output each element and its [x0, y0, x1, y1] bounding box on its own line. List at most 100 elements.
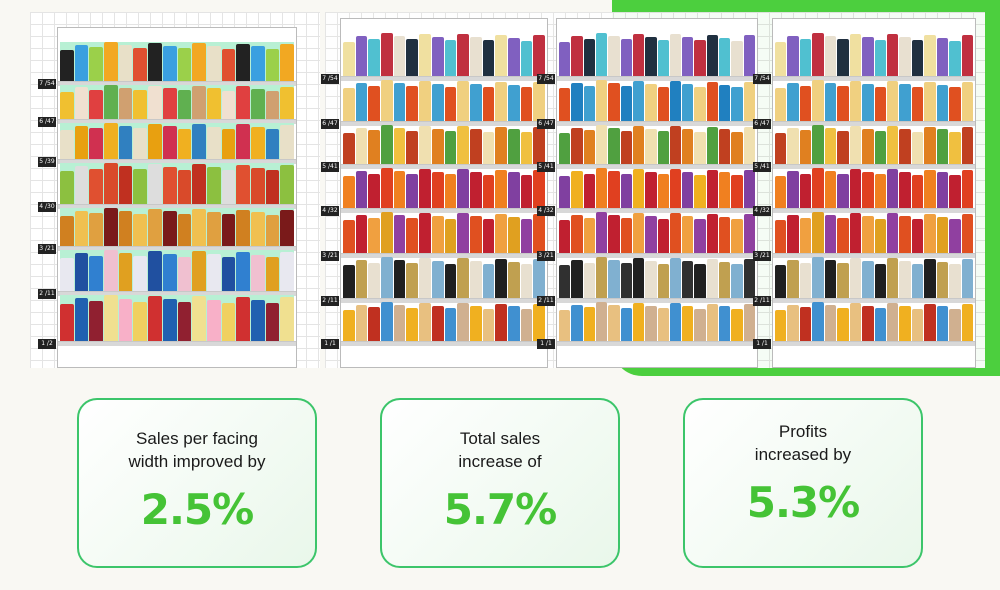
product-facing[interactable]	[849, 302, 862, 341]
product-facing[interactable]	[192, 251, 206, 291]
product-facing[interactable]	[571, 127, 583, 164]
product-facing[interactable]	[874, 218, 886, 253]
product-facing[interactable]	[571, 82, 583, 121]
product-facing[interactable]	[60, 171, 74, 204]
product-facing[interactable]	[862, 260, 874, 298]
product-facing[interactable]	[148, 85, 162, 119]
product-facing[interactable]	[706, 258, 719, 298]
product-facing[interactable]	[368, 217, 381, 253]
product-facing[interactable]	[743, 170, 755, 208]
product-facing[interactable]	[812, 257, 824, 298]
product-facing[interactable]	[608, 305, 620, 341]
product-facing[interactable]	[206, 126, 221, 159]
product-facing[interactable]	[133, 47, 148, 81]
product-facing[interactable]	[250, 212, 265, 246]
product-facing[interactable]	[608, 260, 620, 298]
product-facing[interactable]	[706, 303, 719, 341]
product-facing[interactable]	[368, 130, 381, 164]
product-facing[interactable]	[206, 299, 221, 341]
product-facing[interactable]	[949, 264, 961, 298]
product-facing[interactable]	[444, 39, 457, 76]
product-facing[interactable]	[862, 128, 874, 164]
product-facing[interactable]	[507, 172, 520, 208]
product-facing[interactable]	[559, 220, 571, 253]
product-facing[interactable]	[706, 81, 719, 121]
product-facing[interactable]	[731, 132, 743, 164]
product-facing[interactable]	[507, 37, 520, 76]
product-facing[interactable]	[924, 34, 936, 76]
product-facing[interactable]	[669, 169, 682, 208]
product-facing[interactable]	[368, 85, 381, 121]
product-facing[interactable]	[495, 303, 507, 341]
product-facing[interactable]	[495, 126, 507, 164]
product-facing[interactable]	[849, 168, 862, 208]
product-facing[interactable]	[406, 307, 419, 341]
product-facing[interactable]	[133, 169, 148, 204]
product-facing[interactable]	[482, 263, 495, 298]
product-facing[interactable]	[632, 257, 645, 298]
product-facing[interactable]	[949, 175, 961, 208]
product-facing[interactable]	[645, 171, 657, 208]
product-facing[interactable]	[657, 174, 669, 208]
product-facing[interactable]	[393, 83, 406, 121]
product-facing[interactable]	[148, 163, 162, 204]
product-facing[interactable]	[469, 128, 482, 164]
product-facing[interactable]	[192, 164, 206, 204]
product-facing[interactable]	[874, 263, 886, 298]
product-facing[interactable]	[595, 80, 608, 121]
product-facing[interactable]	[104, 208, 118, 246]
product-facing[interactable]	[632, 33, 645, 76]
product-facing[interactable]	[221, 129, 236, 159]
product-facing[interactable]	[74, 210, 89, 246]
product-facing[interactable]	[419, 168, 431, 208]
product-facing[interactable]	[694, 174, 706, 208]
product-facing[interactable]	[444, 86, 457, 121]
product-facing[interactable]	[89, 128, 104, 159]
product-facing[interactable]	[886, 169, 899, 208]
product-facing[interactable]	[444, 174, 457, 208]
product-facing[interactable]	[812, 80, 824, 121]
product-facing[interactable]	[632, 80, 645, 121]
product-facing[interactable]	[583, 307, 595, 341]
product-facing[interactable]	[886, 34, 899, 76]
product-facing[interactable]	[731, 175, 743, 208]
product-facing[interactable]	[419, 80, 431, 121]
product-facing[interactable]	[265, 214, 280, 246]
product-facing[interactable]	[343, 41, 355, 76]
product-facing[interactable]	[719, 216, 731, 253]
product-facing[interactable]	[280, 124, 294, 159]
product-facing[interactable]	[74, 44, 89, 81]
product-facing[interactable]	[236, 124, 250, 159]
product-facing[interactable]	[731, 40, 743, 76]
product-facing[interactable]	[482, 174, 495, 208]
product-facing[interactable]	[911, 218, 924, 253]
product-facing[interactable]	[482, 86, 495, 121]
product-facing[interactable]	[694, 86, 706, 121]
product-facing[interactable]	[406, 39, 419, 76]
product-facing[interactable]	[595, 168, 608, 208]
product-facing[interactable]	[520, 264, 533, 298]
product-facing[interactable]	[608, 83, 620, 121]
product-facing[interactable]	[924, 303, 936, 341]
product-facing[interactable]	[936, 172, 949, 208]
product-facing[interactable]	[657, 131, 669, 164]
product-facing[interactable]	[787, 82, 799, 121]
product-facing[interactable]	[381, 125, 393, 164]
product-facing[interactable]	[657, 218, 669, 253]
product-facing[interactable]	[812, 125, 824, 164]
product-facing[interactable]	[961, 303, 973, 341]
product-facing[interactable]	[495, 258, 507, 298]
product-facing[interactable]	[620, 39, 632, 76]
product-facing[interactable]	[936, 216, 949, 253]
product-facing[interactable]	[583, 217, 595, 253]
product-facing[interactable]	[133, 90, 148, 119]
product-facing[interactable]	[787, 170, 799, 208]
product-facing[interactable]	[419, 125, 431, 164]
product-facing[interactable]	[343, 265, 355, 298]
product-facing[interactable]	[799, 85, 812, 121]
product-facing[interactable]	[280, 209, 294, 246]
product-facing[interactable]	[393, 260, 406, 298]
product-facing[interactable]	[482, 308, 495, 341]
product-facing[interactable]	[924, 213, 936, 253]
product-facing[interactable]	[924, 81, 936, 121]
